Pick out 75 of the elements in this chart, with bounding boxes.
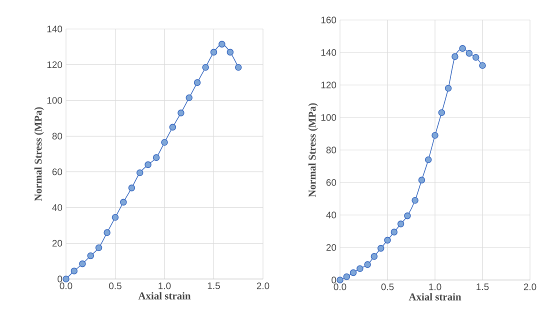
point [432, 132, 438, 139]
y-tick-label: 120 [321, 82, 336, 88]
point [412, 196, 418, 204]
point [404, 212, 411, 220]
y-tick-label: 160 [321, 16, 336, 24]
point [364, 261, 371, 268]
point [70, 268, 78, 274]
point [79, 260, 86, 268]
point [452, 53, 458, 60]
point [161, 138, 168, 146]
x-tick-label: 1.5 [476, 284, 489, 290]
point [479, 62, 486, 69]
point [390, 228, 398, 236]
point [62, 276, 70, 282]
x-axis-title: Axial strain [138, 292, 191, 300]
point [120, 198, 127, 206]
point [194, 79, 201, 86]
point [169, 124, 176, 131]
y-tick-label: 80 [326, 146, 336, 154]
point [104, 229, 110, 236]
x-tick-label: 1.5 [208, 282, 220, 290]
point [370, 253, 378, 260]
point [356, 265, 364, 272]
x-tick-label: 1.0 [158, 282, 171, 290]
point [472, 54, 480, 61]
y-tick-label: 0 [58, 276, 62, 282]
x-tick-label: 0.5 [381, 284, 394, 290]
point [397, 220, 404, 228]
x-tick-label: 0.0 [334, 284, 346, 290]
point [424, 156, 432, 164]
y-tick-label: 100 [321, 114, 336, 121]
y-tick-label: 80 [52, 132, 62, 140]
y-tick-label: 60 [52, 168, 62, 176]
y-tick-label: 20 [326, 244, 336, 251]
y-tick-label: 20 [52, 240, 62, 247]
point [152, 154, 160, 161]
point [444, 84, 452, 92]
point [87, 252, 94, 260]
point [438, 109, 446, 116]
x-tick-label: 1.0 [429, 284, 442, 290]
y-tick-label: 100 [47, 97, 62, 104]
x-tick-label: 2.0 [256, 282, 270, 290]
point [459, 45, 466, 52]
y-tick-label: 60 [326, 179, 336, 186]
x-tick-label: 0.5 [109, 282, 122, 290]
x-axis-title: Axial strain [408, 293, 462, 300]
point [350, 269, 357, 276]
point [178, 110, 184, 116]
y-tick-label: 0 [332, 276, 336, 284]
x-tick-label: 2.0 [524, 284, 536, 290]
point [466, 50, 473, 57]
point [384, 236, 391, 244]
point [343, 273, 350, 280]
point [202, 64, 209, 71]
y-axis-title: Normal Stress (MPa) [308, 103, 318, 198]
point [226, 48, 234, 56]
point [418, 176, 426, 184]
y-axis-title: Normal Stress (MPa) [34, 107, 44, 202]
point [377, 244, 384, 252]
point [95, 244, 102, 252]
y-tick-label: 40 [52, 204, 62, 211]
x-tick-label: 0.0 [60, 282, 72, 290]
y-tick-label: 140 [47, 26, 62, 32]
point [218, 40, 226, 48]
point [128, 184, 136, 192]
y-tick-label: 140 [321, 49, 336, 56]
point [234, 64, 242, 71]
point [210, 48, 218, 56]
y-tick-label: 120 [47, 61, 62, 68]
point [144, 161, 152, 168]
point [186, 94, 193, 102]
y-tick-label: 40 [326, 212, 336, 218]
point [336, 276, 344, 284]
point [136, 169, 144, 176]
point [112, 214, 119, 221]
